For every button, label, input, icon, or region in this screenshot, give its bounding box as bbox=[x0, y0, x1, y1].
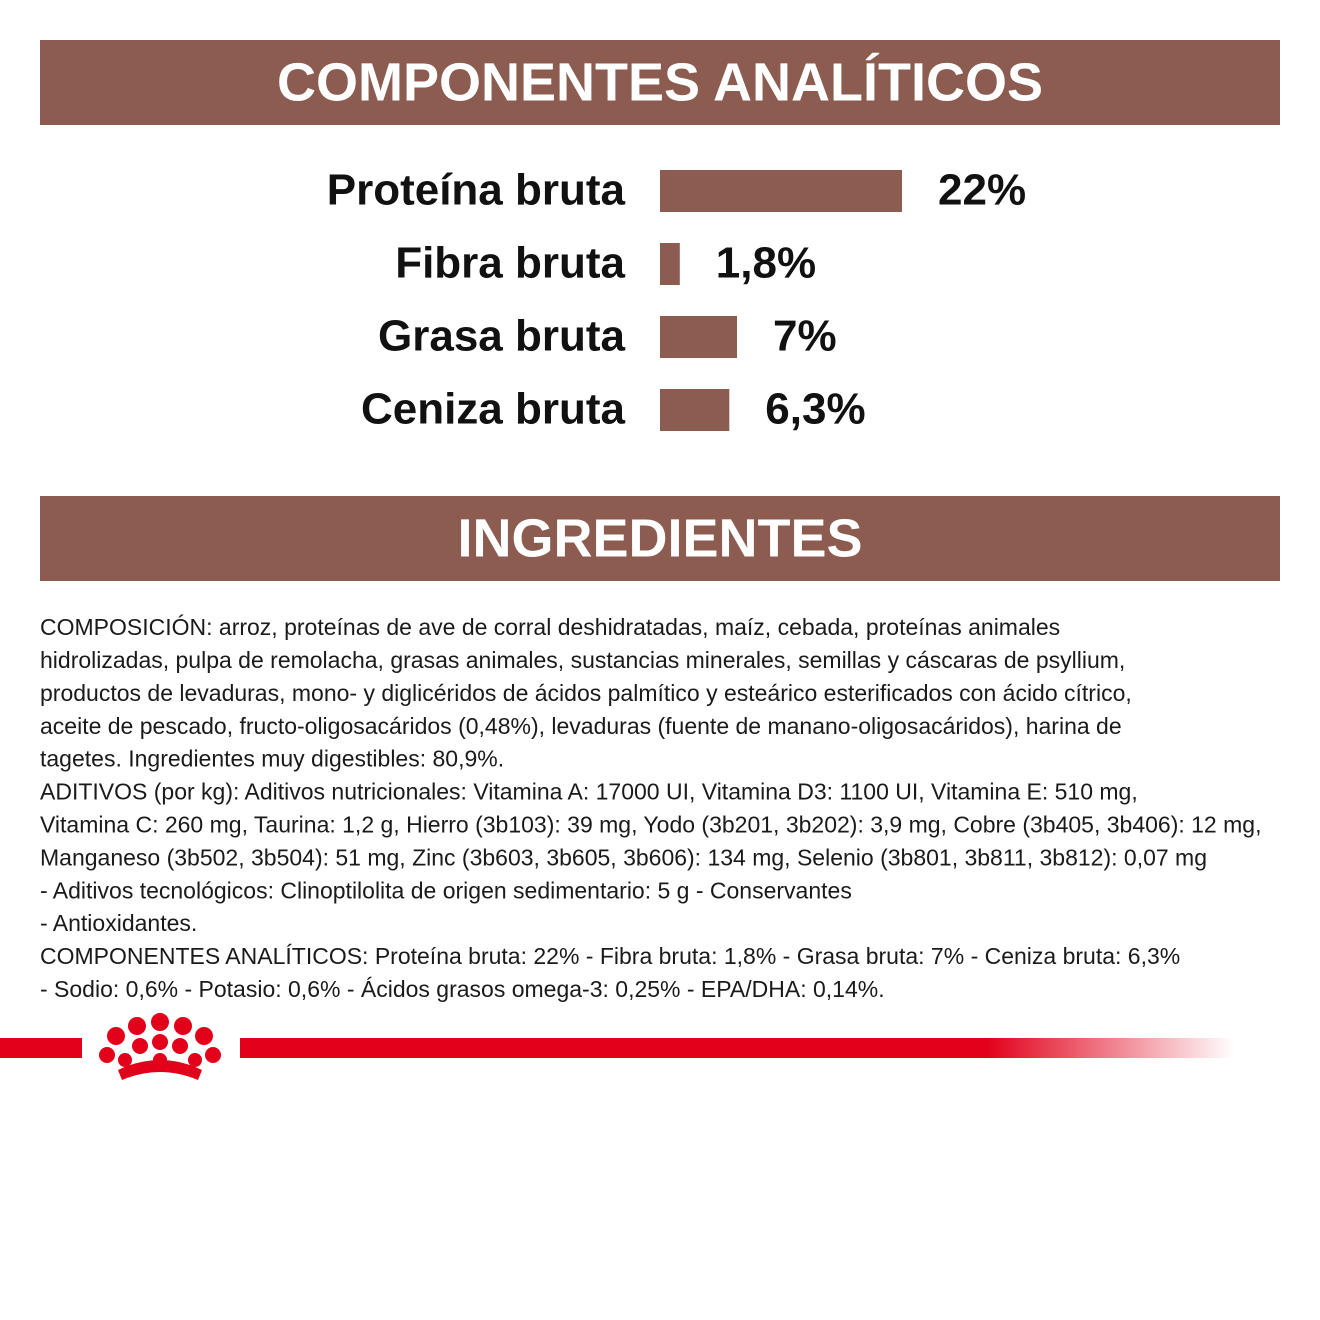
ingredient-line: tagetes. Ingredientes muy digestibles: 8… bbox=[40, 746, 504, 772]
value-label: 1,8% bbox=[716, 239, 816, 288]
header-band bbox=[40, 496, 1280, 581]
section-title: INGREDIENTES bbox=[457, 508, 862, 568]
ingredient-line: Manganeso (3b502, 3b504): 51 mg, Zinc (3… bbox=[40, 844, 1207, 870]
bar-chart: Proteína bruta 22% Fibra bruta 1,8% Grasa br… bbox=[327, 166, 1026, 434]
ingredient-line: - Antioxidantes. bbox=[40, 910, 197, 936]
bar bbox=[660, 389, 730, 431]
ingredient-line: aceite de pescado, fructo-oligosacáridos… bbox=[40, 713, 1122, 739]
category-label: Proteína bruta bbox=[327, 166, 626, 215]
value-label: 7% bbox=[773, 312, 837, 361]
ingredient-line: productos de levaduras, mono- y diglicér… bbox=[40, 680, 1132, 706]
ingredient-line: - Sodio: 0,6% - Potasio: 0,6% - Ácidos g… bbox=[40, 976, 885, 1002]
ingredient-line: Vitamina C: 260 mg, Taurina: 1,2 g, Hier… bbox=[40, 811, 1261, 837]
ingredient-line: COMPONENTES ANALÍTICOS: Proteína bruta: … bbox=[40, 943, 1180, 969]
red-line bbox=[0, 1038, 82, 1058]
ingredient-line: ADITIVOS (por kg): Aditivos nutricionale… bbox=[40, 779, 1138, 805]
ingredient-line: - Aditivos tecnológicos: Clinoptilolita … bbox=[40, 877, 852, 903]
bar bbox=[660, 316, 737, 358]
logo bbox=[0, 1013, 1235, 1080]
value-label: 22% bbox=[938, 166, 1026, 215]
ingredient-line: hidrolizadas, pulpa de remolacha, grasas… bbox=[40, 647, 1125, 673]
category-label: Grasa bruta bbox=[378, 312, 626, 361]
value-label: 6,3% bbox=[765, 385, 865, 434]
category-label: Ceniza bruta bbox=[361, 385, 626, 434]
red-line bbox=[240, 1038, 1235, 1058]
header-band bbox=[40, 40, 1280, 125]
ingredients-text: COMPOSICIÓN: arroz, proteínas de ave de … bbox=[40, 614, 1261, 1002]
crown bbox=[99, 1013, 221, 1080]
bar bbox=[660, 170, 902, 212]
bar bbox=[660, 243, 680, 285]
ingredient-line: COMPOSICIÓN: arroz, proteínas de ave de … bbox=[40, 614, 1060, 640]
category-label: Fibra bruta bbox=[395, 239, 625, 288]
chart-title: COMPONENTES ANALÍTICOS bbox=[277, 52, 1043, 112]
